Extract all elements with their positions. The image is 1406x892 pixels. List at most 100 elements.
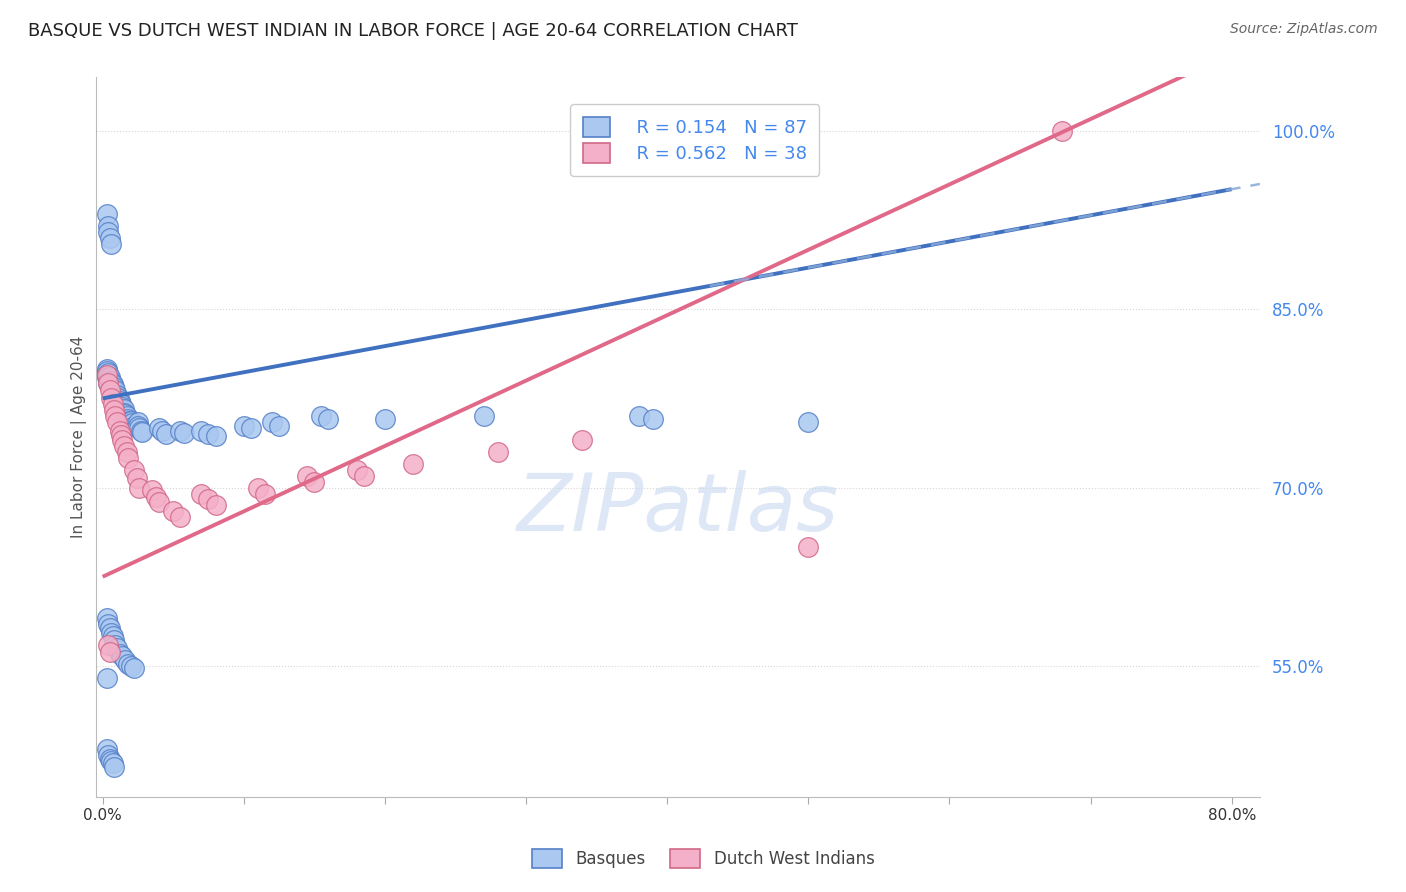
Point	[129, 424, 152, 438]
Point	[107, 392, 129, 406]
Point	[107, 395, 129, 409]
Point	[112, 402, 135, 417]
Text: Source: ZipAtlas.com: Source: ZipAtlas.com	[1230, 22, 1378, 37]
Point	[128, 481, 150, 495]
Point	[104, 409, 127, 424]
Point	[197, 427, 219, 442]
Point	[169, 510, 191, 524]
Point	[111, 433, 134, 447]
Point	[120, 659, 142, 673]
Point	[253, 486, 276, 500]
Point	[190, 424, 212, 438]
Point	[148, 495, 170, 509]
Point	[169, 424, 191, 438]
Point	[100, 236, 122, 251]
Point	[141, 483, 163, 497]
Point	[197, 492, 219, 507]
Point	[101, 756, 124, 771]
Point	[374, 411, 396, 425]
Point	[173, 425, 195, 440]
Point	[232, 418, 254, 433]
Point	[114, 653, 136, 667]
Point	[472, 409, 495, 424]
Point	[97, 376, 120, 390]
Point	[105, 415, 128, 429]
Point	[112, 406, 135, 420]
Point	[97, 370, 120, 384]
Point	[311, 409, 333, 424]
Point	[114, 407, 136, 421]
Point	[121, 417, 143, 431]
Point	[97, 225, 120, 239]
Point	[297, 468, 319, 483]
Point	[571, 433, 593, 447]
Text: ZIPatlas: ZIPatlas	[516, 470, 839, 548]
Point	[96, 364, 118, 378]
Point	[98, 370, 121, 384]
Point	[117, 657, 139, 671]
Point	[98, 751, 121, 765]
Point	[128, 421, 150, 435]
Point	[246, 481, 269, 495]
Point	[97, 376, 120, 390]
Point	[105, 392, 128, 406]
Legend: Basques, Dutch West Indians: Basques, Dutch West Indians	[524, 843, 882, 875]
Point	[97, 617, 120, 632]
Point	[117, 411, 139, 425]
Point	[101, 629, 124, 643]
Point	[97, 747, 120, 762]
Point	[96, 368, 118, 382]
Point	[103, 379, 125, 393]
Point	[101, 381, 124, 395]
Point	[122, 418, 145, 433]
Point	[127, 415, 149, 429]
Point	[111, 403, 134, 417]
Point	[190, 486, 212, 500]
Point	[96, 742, 118, 756]
Point	[797, 540, 820, 554]
Point	[105, 641, 128, 656]
Point	[353, 468, 375, 483]
Point	[96, 361, 118, 376]
Point	[96, 207, 118, 221]
Point	[96, 671, 118, 685]
Point	[122, 463, 145, 477]
Point	[117, 450, 139, 465]
Point	[98, 374, 121, 388]
Y-axis label: In Labor Force | Age 20-64: In Labor Force | Age 20-64	[72, 336, 87, 538]
Point	[96, 368, 118, 382]
Point	[97, 367, 120, 381]
Point	[101, 397, 124, 411]
Point	[110, 397, 132, 411]
Point	[204, 499, 226, 513]
Point	[155, 427, 177, 442]
Point	[105, 388, 128, 402]
Point	[402, 457, 425, 471]
Point	[103, 403, 125, 417]
Text: BASQUE VS DUTCH WEST INDIAN IN LABOR FORCE | AGE 20-64 CORRELATION CHART: BASQUE VS DUTCH WEST INDIAN IN LABOR FOR…	[28, 22, 799, 40]
Point	[108, 424, 131, 438]
Point	[104, 388, 127, 402]
Point	[797, 415, 820, 429]
Point	[98, 645, 121, 659]
Point	[101, 384, 124, 399]
Point	[110, 428, 132, 442]
Point	[318, 411, 340, 425]
Point	[104, 638, 127, 652]
Point	[346, 463, 368, 477]
Point	[103, 632, 125, 647]
Point	[111, 649, 134, 664]
Point	[96, 370, 118, 384]
Point	[97, 638, 120, 652]
Point	[115, 409, 138, 424]
Point	[100, 378, 122, 392]
Point	[111, 400, 134, 414]
Point	[108, 393, 131, 408]
Point	[627, 409, 650, 424]
Point	[162, 504, 184, 518]
Point	[120, 414, 142, 428]
Point	[118, 414, 141, 428]
Point	[98, 377, 121, 392]
Point	[97, 219, 120, 233]
Point	[100, 754, 122, 768]
